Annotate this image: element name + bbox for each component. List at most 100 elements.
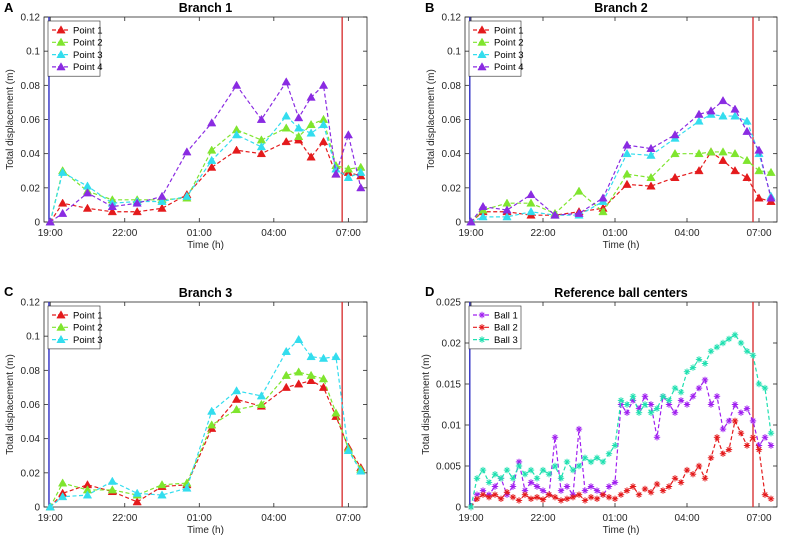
data-point xyxy=(718,155,728,164)
x-tick-label: 07:00 xyxy=(746,513,771,524)
data-point xyxy=(107,201,117,211)
data-point xyxy=(742,172,752,181)
data-point xyxy=(477,49,487,58)
data-point xyxy=(563,483,571,490)
y-tick-label: 0.1 xyxy=(26,332,40,343)
data-point xyxy=(306,119,316,129)
data-point xyxy=(207,420,217,429)
data-point xyxy=(107,476,117,485)
x-tick-label: 22:00 xyxy=(530,513,555,524)
data-point xyxy=(256,399,267,408)
data-point xyxy=(477,37,487,46)
data-point xyxy=(56,49,66,58)
legend-label: Point 1 xyxy=(73,310,103,321)
data-point xyxy=(356,167,366,176)
data-point xyxy=(479,466,487,474)
data-point xyxy=(526,207,536,216)
data-point xyxy=(731,417,739,425)
data-point xyxy=(623,409,631,416)
data-point xyxy=(659,487,667,494)
y-tick-label: 0.06 xyxy=(442,115,462,126)
legend-label: Point 1 xyxy=(494,25,524,36)
data-point xyxy=(689,364,697,371)
data-point xyxy=(689,471,697,478)
data-point xyxy=(331,408,341,417)
data-point xyxy=(605,493,613,501)
data-point xyxy=(718,96,728,105)
data-point xyxy=(207,145,217,154)
data-point xyxy=(132,488,142,497)
data-point xyxy=(132,198,142,207)
data-point xyxy=(707,454,715,461)
data-point xyxy=(569,493,577,501)
data-point xyxy=(713,343,721,351)
data-point xyxy=(754,145,764,154)
data-point xyxy=(485,493,493,501)
data-point xyxy=(671,409,679,416)
data-point xyxy=(473,495,481,502)
data-point xyxy=(659,393,667,400)
data-point xyxy=(665,397,673,404)
x-axis-label: Time (h) xyxy=(603,525,640,536)
data-point xyxy=(509,475,517,482)
y-tick-label: 0.04 xyxy=(442,149,462,160)
data-point xyxy=(653,434,661,441)
data-point xyxy=(306,128,316,137)
y-tick-label: 0.12 xyxy=(21,13,41,24)
data-point xyxy=(725,335,733,343)
data-point xyxy=(730,166,740,175)
data-point xyxy=(671,475,679,482)
data-point xyxy=(737,409,745,416)
data-point xyxy=(539,466,547,474)
data-point xyxy=(653,405,661,412)
data-point xyxy=(605,450,613,457)
data-point xyxy=(281,123,291,132)
y-axis-label: Total displacement (m) xyxy=(426,69,437,170)
legend-label: Point 2 xyxy=(494,38,524,49)
data-point xyxy=(574,208,584,217)
data-point xyxy=(343,164,353,173)
data-point xyxy=(593,454,601,461)
legend-label: Point 3 xyxy=(73,50,103,61)
data-point xyxy=(231,145,242,154)
data-point xyxy=(611,495,619,502)
y-tick-label: 0.12 xyxy=(442,13,462,24)
data-point xyxy=(331,169,341,178)
chart-title: Branch 2 xyxy=(594,1,648,15)
data-point xyxy=(605,483,613,490)
data-point xyxy=(647,401,655,408)
data-point xyxy=(497,495,505,502)
data-point xyxy=(515,497,523,504)
data-point xyxy=(281,346,291,355)
data-point xyxy=(622,148,632,158)
data-point xyxy=(670,130,680,139)
data-point xyxy=(742,116,752,125)
data-point xyxy=(737,339,745,347)
data-point xyxy=(707,348,715,355)
data-point xyxy=(749,417,757,425)
data-point xyxy=(281,77,291,86)
data-point xyxy=(575,491,583,498)
data-point xyxy=(635,491,643,498)
data-point xyxy=(256,142,267,151)
data-point xyxy=(294,367,304,376)
data-point xyxy=(737,430,745,437)
data-point xyxy=(730,104,740,113)
data-point xyxy=(713,434,721,441)
legend-label: Ball 2 xyxy=(494,323,518,334)
data-point xyxy=(132,497,142,506)
data-point xyxy=(767,495,775,502)
data-point xyxy=(731,331,739,338)
data-point xyxy=(581,497,589,504)
data-point xyxy=(533,493,541,501)
data-point xyxy=(318,382,329,391)
data-point xyxy=(569,466,577,474)
x-tick-label: 22:00 xyxy=(112,228,137,239)
chart-title: Branch 3 xyxy=(179,286,233,300)
data-point xyxy=(641,401,649,408)
data-point xyxy=(545,491,553,498)
data-point xyxy=(56,62,66,71)
